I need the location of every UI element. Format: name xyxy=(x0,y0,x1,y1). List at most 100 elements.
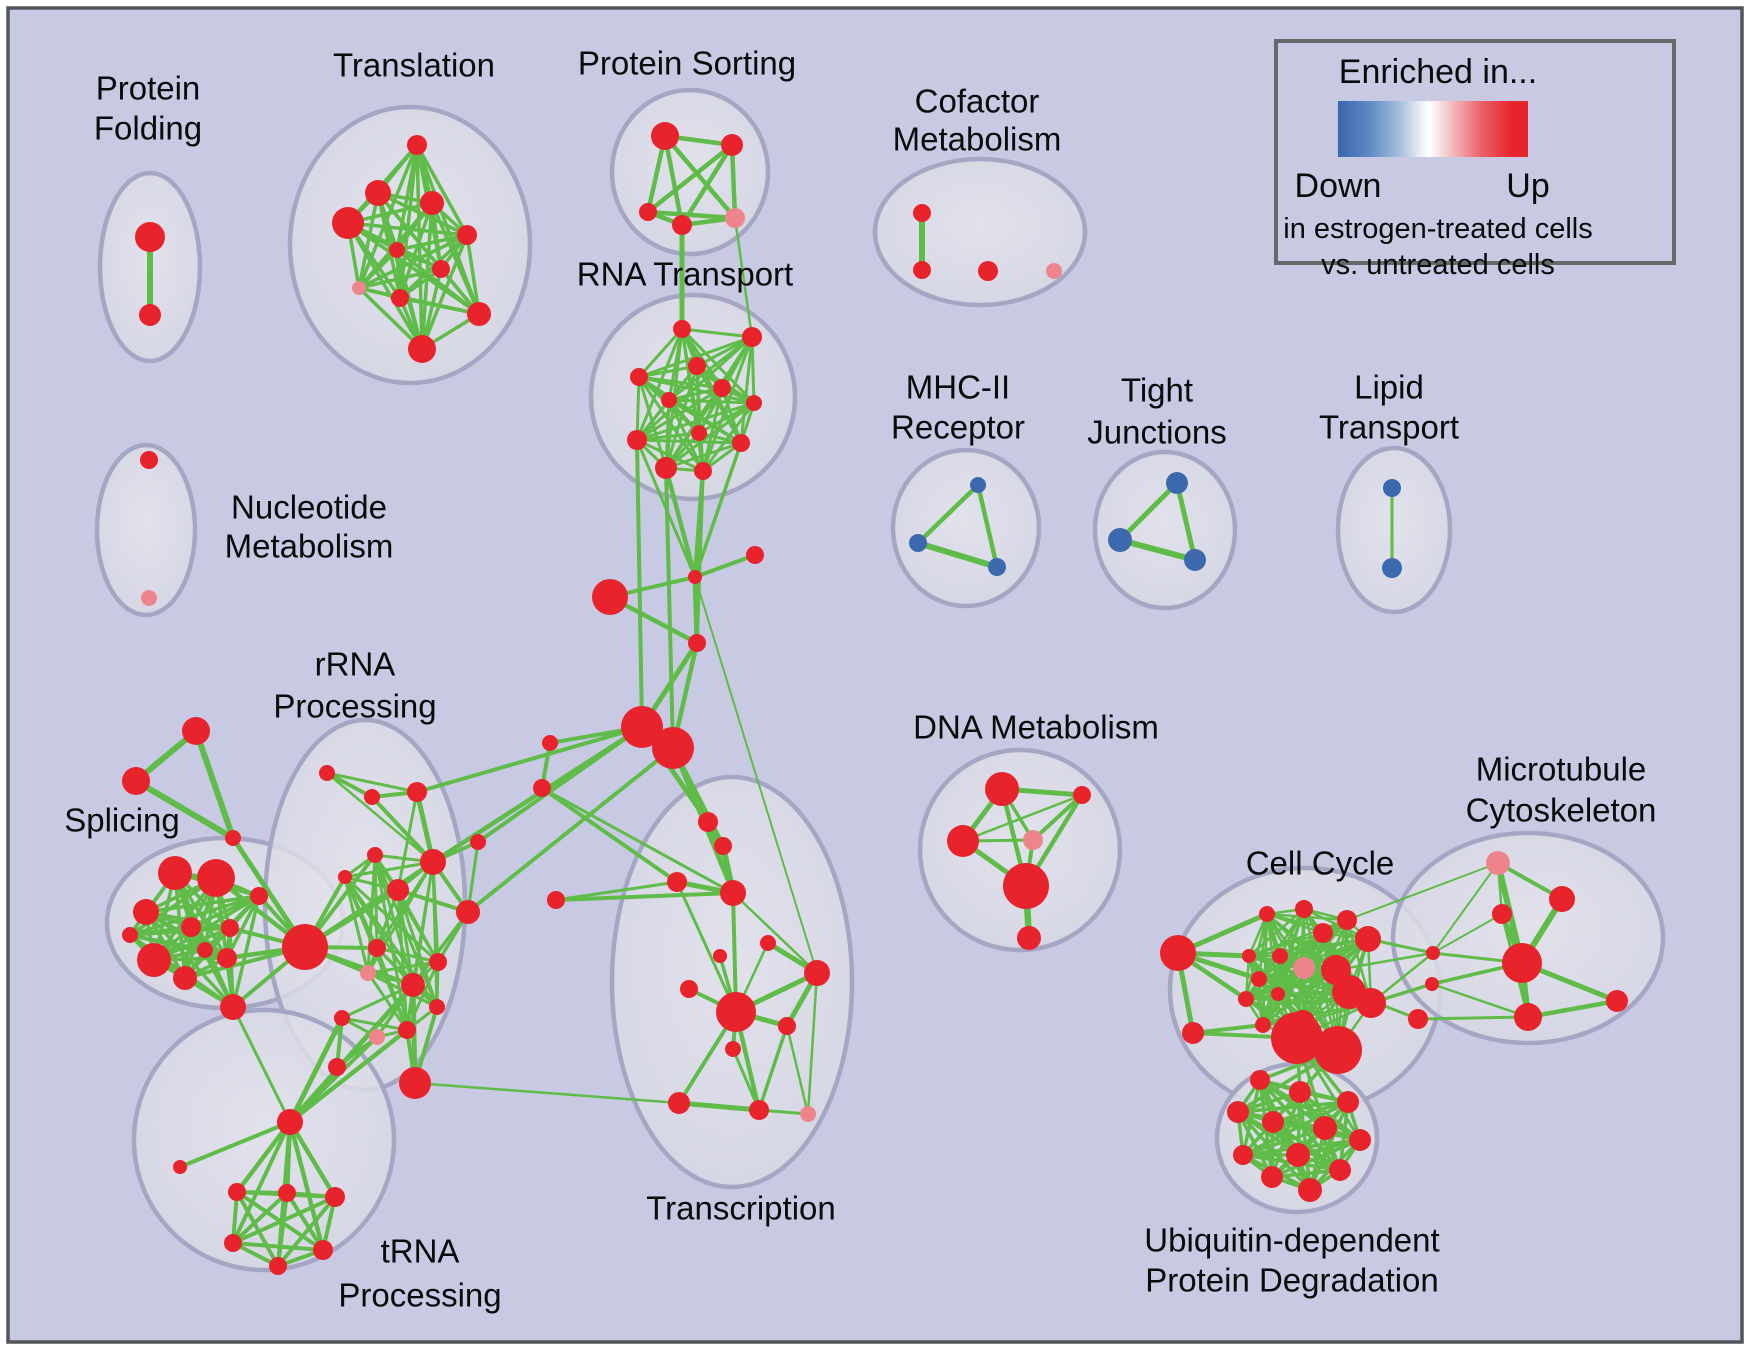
gene-set-node xyxy=(217,948,237,968)
edge xyxy=(375,946,440,964)
gene-set-node xyxy=(1549,886,1575,912)
gene-set-node xyxy=(334,1010,350,1026)
gene-set-node xyxy=(391,289,409,307)
gene-set-node xyxy=(985,772,1019,806)
edge xyxy=(287,1015,345,1125)
gene-set-node xyxy=(713,949,727,963)
cluster-label-cofactor-metabolism: Metabolism xyxy=(893,121,1062,158)
edge xyxy=(415,725,644,794)
gene-set-node xyxy=(1337,910,1357,930)
gene-set-node xyxy=(1262,1111,1284,1133)
gene-set-node xyxy=(368,939,386,957)
cluster-label-protein-sorting: Protein Sorting xyxy=(578,45,796,82)
cluster-label-trna-processing: tRNA xyxy=(381,1233,460,1270)
edge xyxy=(178,1120,292,1169)
edge xyxy=(915,540,1000,570)
cluster-label-rna-transport: RNA Transport xyxy=(577,256,793,293)
gene-set-node xyxy=(173,966,197,990)
edge xyxy=(357,286,424,351)
edge xyxy=(430,201,481,316)
edge xyxy=(1525,998,1620,1020)
edge xyxy=(235,1190,280,1268)
gene-set-node xyxy=(225,830,241,846)
gene-set-node xyxy=(688,634,706,652)
legend-subtitle: in estrogen-treated cells vs. untreated … xyxy=(1272,211,1604,283)
gene-set-node xyxy=(913,204,931,222)
gene-set-node xyxy=(627,430,647,450)
gene-set-node xyxy=(913,261,931,279)
legend-subtitle-line1: in estrogen-treated cells xyxy=(1283,213,1593,245)
gene-set-node xyxy=(713,379,731,397)
gene-set-node xyxy=(714,837,732,855)
gene-set-node xyxy=(547,891,565,909)
edge xyxy=(1236,1100,1350,1114)
legend-down-label: Down xyxy=(1294,167,1382,205)
gene-set-node xyxy=(1606,990,1628,1012)
gene-set-node xyxy=(804,960,830,986)
gene-set-node xyxy=(1261,1166,1283,1188)
gene-set-node xyxy=(457,225,477,245)
gene-set-node xyxy=(1492,904,1512,924)
gene-set-node xyxy=(630,368,648,386)
gene-set-node xyxy=(158,856,192,890)
gene-set-node xyxy=(277,1109,303,1135)
cluster-label-tight-junctions: Tight xyxy=(1121,372,1193,409)
edge xyxy=(1244,990,1351,1001)
edge xyxy=(915,482,981,546)
gene-set-node xyxy=(652,727,694,769)
gene-set-node xyxy=(1408,1009,1428,1029)
cluster-label-ubiquitin-degradation: Ubiquitin-dependent xyxy=(1144,1222,1439,1259)
gene-set-node xyxy=(691,425,707,441)
gene-set-node xyxy=(1295,900,1313,918)
gene-set-node xyxy=(364,789,380,805)
cluster-label-transcription: Transcription xyxy=(646,1190,836,1227)
gene-set-node xyxy=(181,917,201,937)
edge xyxy=(733,216,754,339)
gene-set-node xyxy=(668,1092,690,1114)
gene-set-node xyxy=(139,304,161,326)
gene-set-node xyxy=(429,999,445,1015)
gene-set-node xyxy=(721,134,743,156)
edge xyxy=(231,1005,292,1124)
gene-set-node xyxy=(667,872,687,892)
gene-set-node xyxy=(224,1234,242,1252)
edge xyxy=(729,142,738,221)
gene-set-node xyxy=(661,392,677,408)
gene-set-node xyxy=(137,943,171,977)
edge xyxy=(675,880,738,1014)
gene-set-node xyxy=(278,1184,296,1202)
cluster-label-cofactor-metabolism: Cofactor xyxy=(915,83,1040,120)
gene-set-node xyxy=(401,973,425,997)
edge xyxy=(133,778,236,841)
edge xyxy=(1271,1100,1350,1124)
edge xyxy=(635,386,724,442)
cluster-ellipse-mhc-ii-receptor xyxy=(890,447,1042,609)
cluster-label-protein-folding: Protein xyxy=(96,70,201,107)
gene-set-node xyxy=(338,870,352,884)
edge xyxy=(476,725,644,844)
edge xyxy=(662,133,738,221)
edge xyxy=(694,576,818,974)
edge xyxy=(193,728,236,841)
gene-set-node xyxy=(720,880,746,906)
gene-set-node xyxy=(680,980,698,998)
edge xyxy=(739,335,754,445)
edge xyxy=(128,933,207,952)
edge xyxy=(1241,1126,1327,1157)
cluster-label-cell-cycle: Cell Cycle xyxy=(1246,845,1395,882)
edge xyxy=(398,296,481,316)
gene-set-node xyxy=(389,242,405,258)
gene-set-node xyxy=(456,900,480,924)
cluster-ellipse-lipid-transport xyxy=(1335,445,1453,615)
edge xyxy=(343,875,370,975)
edge xyxy=(540,786,735,895)
edge xyxy=(1346,862,1499,921)
edge xyxy=(540,786,679,884)
gene-set-node xyxy=(1349,1129,1371,1151)
gene-set-node xyxy=(732,434,750,452)
edge xyxy=(285,1191,325,1252)
edge xyxy=(340,1016,409,1032)
edge xyxy=(667,398,743,445)
gene-set-node xyxy=(1383,479,1401,497)
edge xyxy=(128,926,232,937)
